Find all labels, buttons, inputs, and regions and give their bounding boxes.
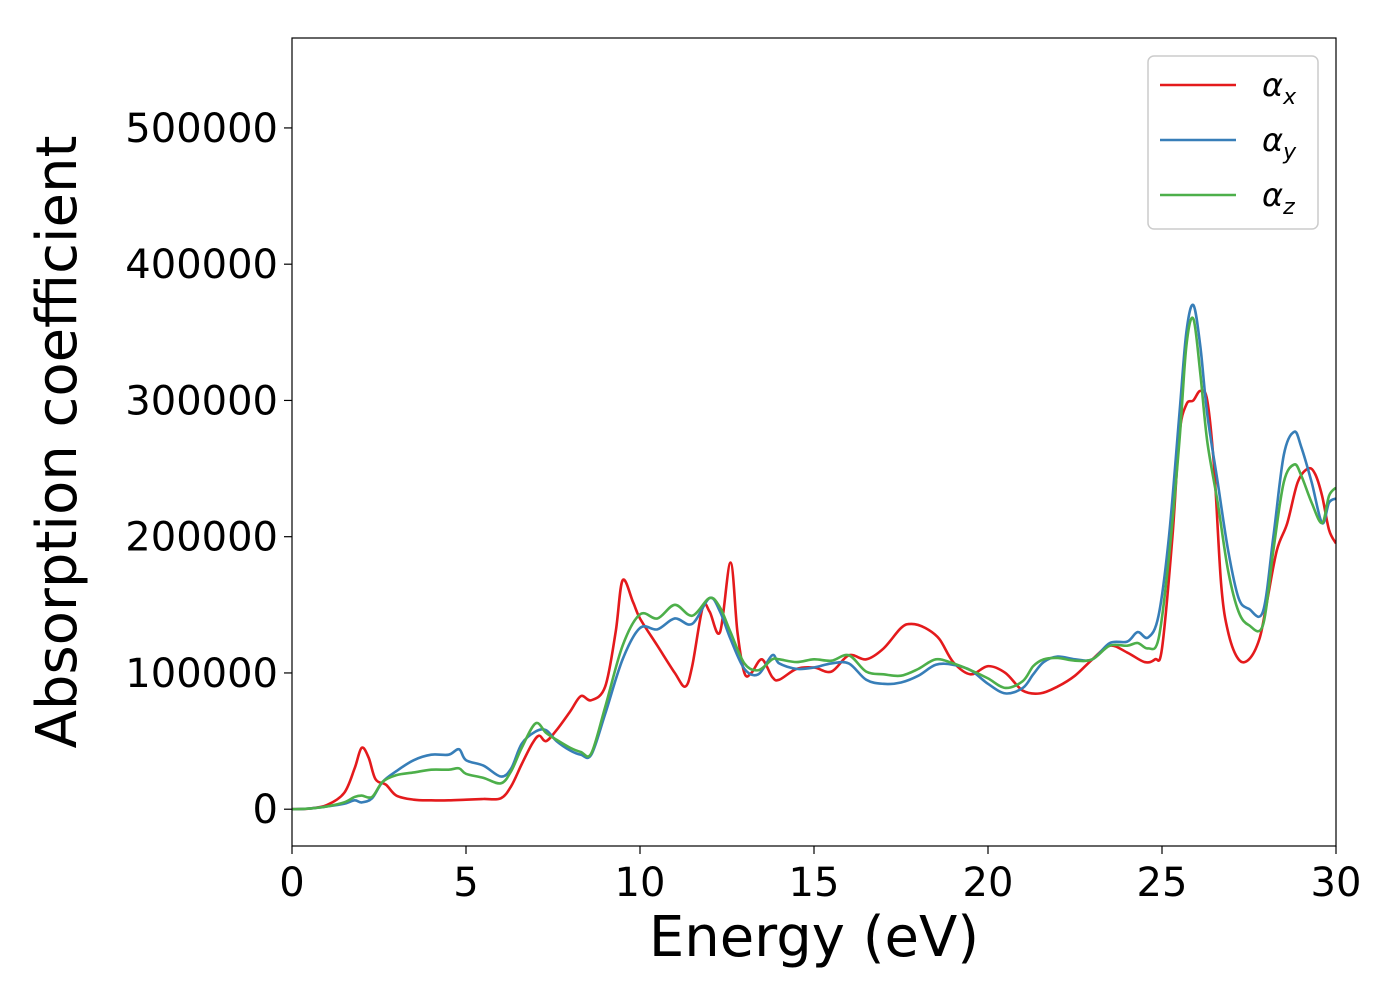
y-tick-label: 100000 (125, 651, 278, 697)
x-tick-label: 30 (1311, 860, 1362, 906)
y-tick-label: 0 (253, 787, 278, 833)
x-tick-label: 5 (453, 860, 478, 906)
legend: αx αy αz (1147, 55, 1319, 230)
legend-box (1147, 55, 1319, 230)
x-tick-label: 15 (789, 860, 840, 906)
series-lines (292, 303, 1336, 811)
legend-label-x: αx (1262, 66, 1297, 110)
x-tick-label: 25 (1137, 860, 1188, 906)
legend-label-y: αy (1262, 121, 1297, 165)
series-line-x (292, 389, 1336, 811)
x-tick-label: 20 (963, 860, 1014, 906)
x-tick-label: 10 (615, 860, 666, 906)
x-axis-label: Energy (eV) (649, 905, 979, 970)
series-line-y (292, 303, 1336, 811)
series-line-z (292, 316, 1336, 811)
y-tick-label: 300000 (125, 378, 278, 424)
x-tick-label: 0 (279, 860, 304, 906)
x-axis: 0 5 10 15 20 25 30 (279, 846, 1361, 906)
y-axis: 0 100000 200000 300000 400000 500000 (125, 106, 292, 833)
legend-label-z: αz (1262, 176, 1295, 220)
y-axis-label: Absorption coefficient (25, 136, 90, 749)
y-tick-label: 400000 (125, 242, 278, 288)
y-tick-label: 500000 (125, 106, 278, 152)
y-tick-label: 200000 (125, 515, 278, 561)
